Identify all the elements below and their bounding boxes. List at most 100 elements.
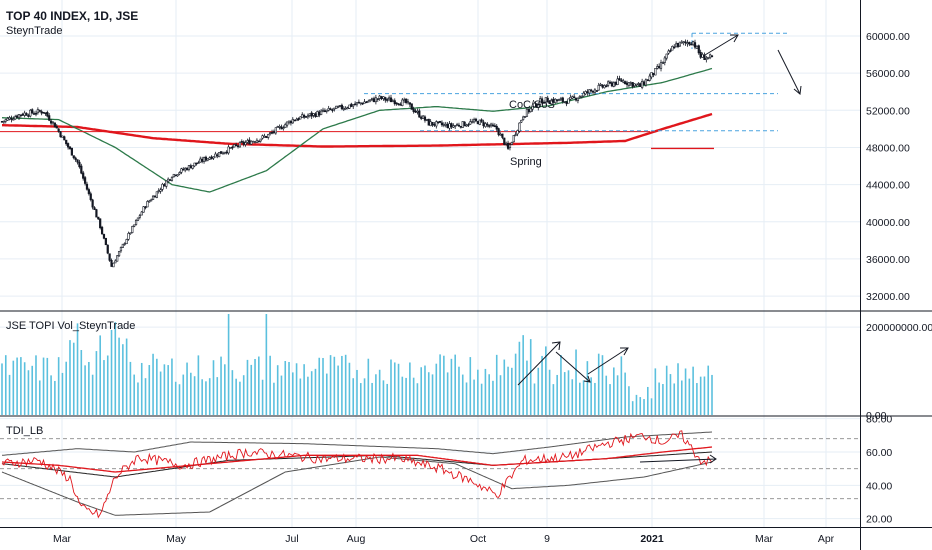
candle-body (650, 72, 653, 78)
volume-bar (8, 374, 11, 415)
volume-bar (563, 372, 566, 415)
volume-bar (220, 356, 222, 415)
volume-bar (650, 398, 653, 415)
volume-bar (541, 355, 543, 415)
candle-body (248, 139, 251, 145)
candle-body (284, 124, 287, 128)
volume-bar (499, 375, 502, 415)
price-tick-label: 60000.00 (866, 31, 910, 43)
candle-body (78, 161, 81, 168)
candle-body (255, 139, 259, 143)
candle-body (76, 159, 79, 163)
volume-bar (567, 370, 570, 415)
candle-body (499, 134, 502, 136)
time-tick-label: Mar (53, 533, 72, 545)
volume-bar (533, 383, 536, 415)
candle-body (168, 179, 172, 181)
volume-bar (594, 382, 596, 415)
candle-body (363, 101, 366, 104)
candle-body (671, 46, 674, 51)
volume-bar (118, 337, 120, 415)
candle-body (240, 141, 243, 143)
candle-body (467, 124, 470, 126)
candle-body (667, 50, 670, 54)
candle-body (0, 121, 4, 123)
volume-bar (27, 370, 30, 415)
time-tick-label: Mar (755, 533, 774, 545)
candle-body (246, 140, 249, 143)
candle-body (404, 98, 408, 103)
candle-body (591, 90, 595, 93)
candle-body (225, 151, 228, 154)
volume-bar (646, 386, 649, 415)
candle-body (525, 108, 529, 117)
volume-arrow-2-head (583, 375, 591, 383)
candle-body (233, 144, 236, 148)
candle-body (637, 83, 640, 85)
volume-bar (378, 369, 381, 415)
candle-body (508, 144, 512, 149)
volume-bar (171, 358, 173, 415)
candle-body (142, 206, 145, 213)
candle-body (265, 135, 268, 138)
volume-bar (427, 372, 430, 415)
candle-body (582, 92, 585, 97)
candle-body (654, 68, 657, 76)
candle-body (633, 83, 636, 87)
volume-bar (280, 375, 283, 415)
candle-body (270, 131, 274, 134)
candle-body (414, 110, 417, 113)
candle-body (119, 247, 123, 252)
candle-body (357, 101, 360, 104)
volume-bar (662, 384, 664, 415)
volume-bar (193, 376, 196, 415)
candle-body (338, 105, 342, 107)
volume-bar (556, 374, 558, 415)
volume-bar (518, 341, 521, 415)
volume-bar (31, 365, 34, 415)
candle-body (61, 135, 64, 138)
volume-bar (208, 378, 211, 415)
volume-bar (431, 374, 434, 415)
candle-body (299, 116, 302, 120)
candle-body (455, 124, 459, 126)
volume-bar (560, 354, 562, 415)
candle-body (59, 131, 62, 138)
candle-body (112, 262, 115, 268)
candle-body (172, 173, 175, 178)
candle-body (665, 53, 668, 59)
volume-bar (38, 380, 41, 415)
coc-annotation: CoC/SoS (509, 99, 555, 111)
candle-body (382, 96, 385, 99)
candle-body (678, 41, 681, 47)
candle-body (318, 111, 321, 116)
candle-body (661, 62, 665, 64)
time-tick-label: Aug (347, 533, 366, 545)
volume-bar (405, 377, 407, 415)
candle-body (116, 255, 119, 262)
candle-body (446, 124, 449, 128)
candle-body (144, 206, 147, 209)
volume-bar (314, 368, 317, 415)
candle-body (595, 90, 598, 92)
candle-body (590, 89, 593, 92)
candle-body (510, 142, 513, 145)
candle-body (236, 145, 240, 148)
candle-body (202, 157, 206, 162)
candle-body (293, 119, 296, 122)
candle-body (461, 121, 464, 128)
candle-body (518, 122, 521, 132)
tdi-arrow (639, 458, 717, 463)
candle-body (129, 232, 132, 235)
candle-body (83, 177, 87, 184)
candle-body (29, 109, 32, 117)
candle-body (185, 167, 189, 171)
candle-body (599, 83, 602, 86)
volume-bar (367, 358, 370, 415)
candle-body (148, 200, 151, 203)
candle-body (250, 140, 253, 145)
volume-bar (178, 384, 181, 415)
candle-body (444, 123, 447, 126)
candle-body (488, 125, 491, 127)
